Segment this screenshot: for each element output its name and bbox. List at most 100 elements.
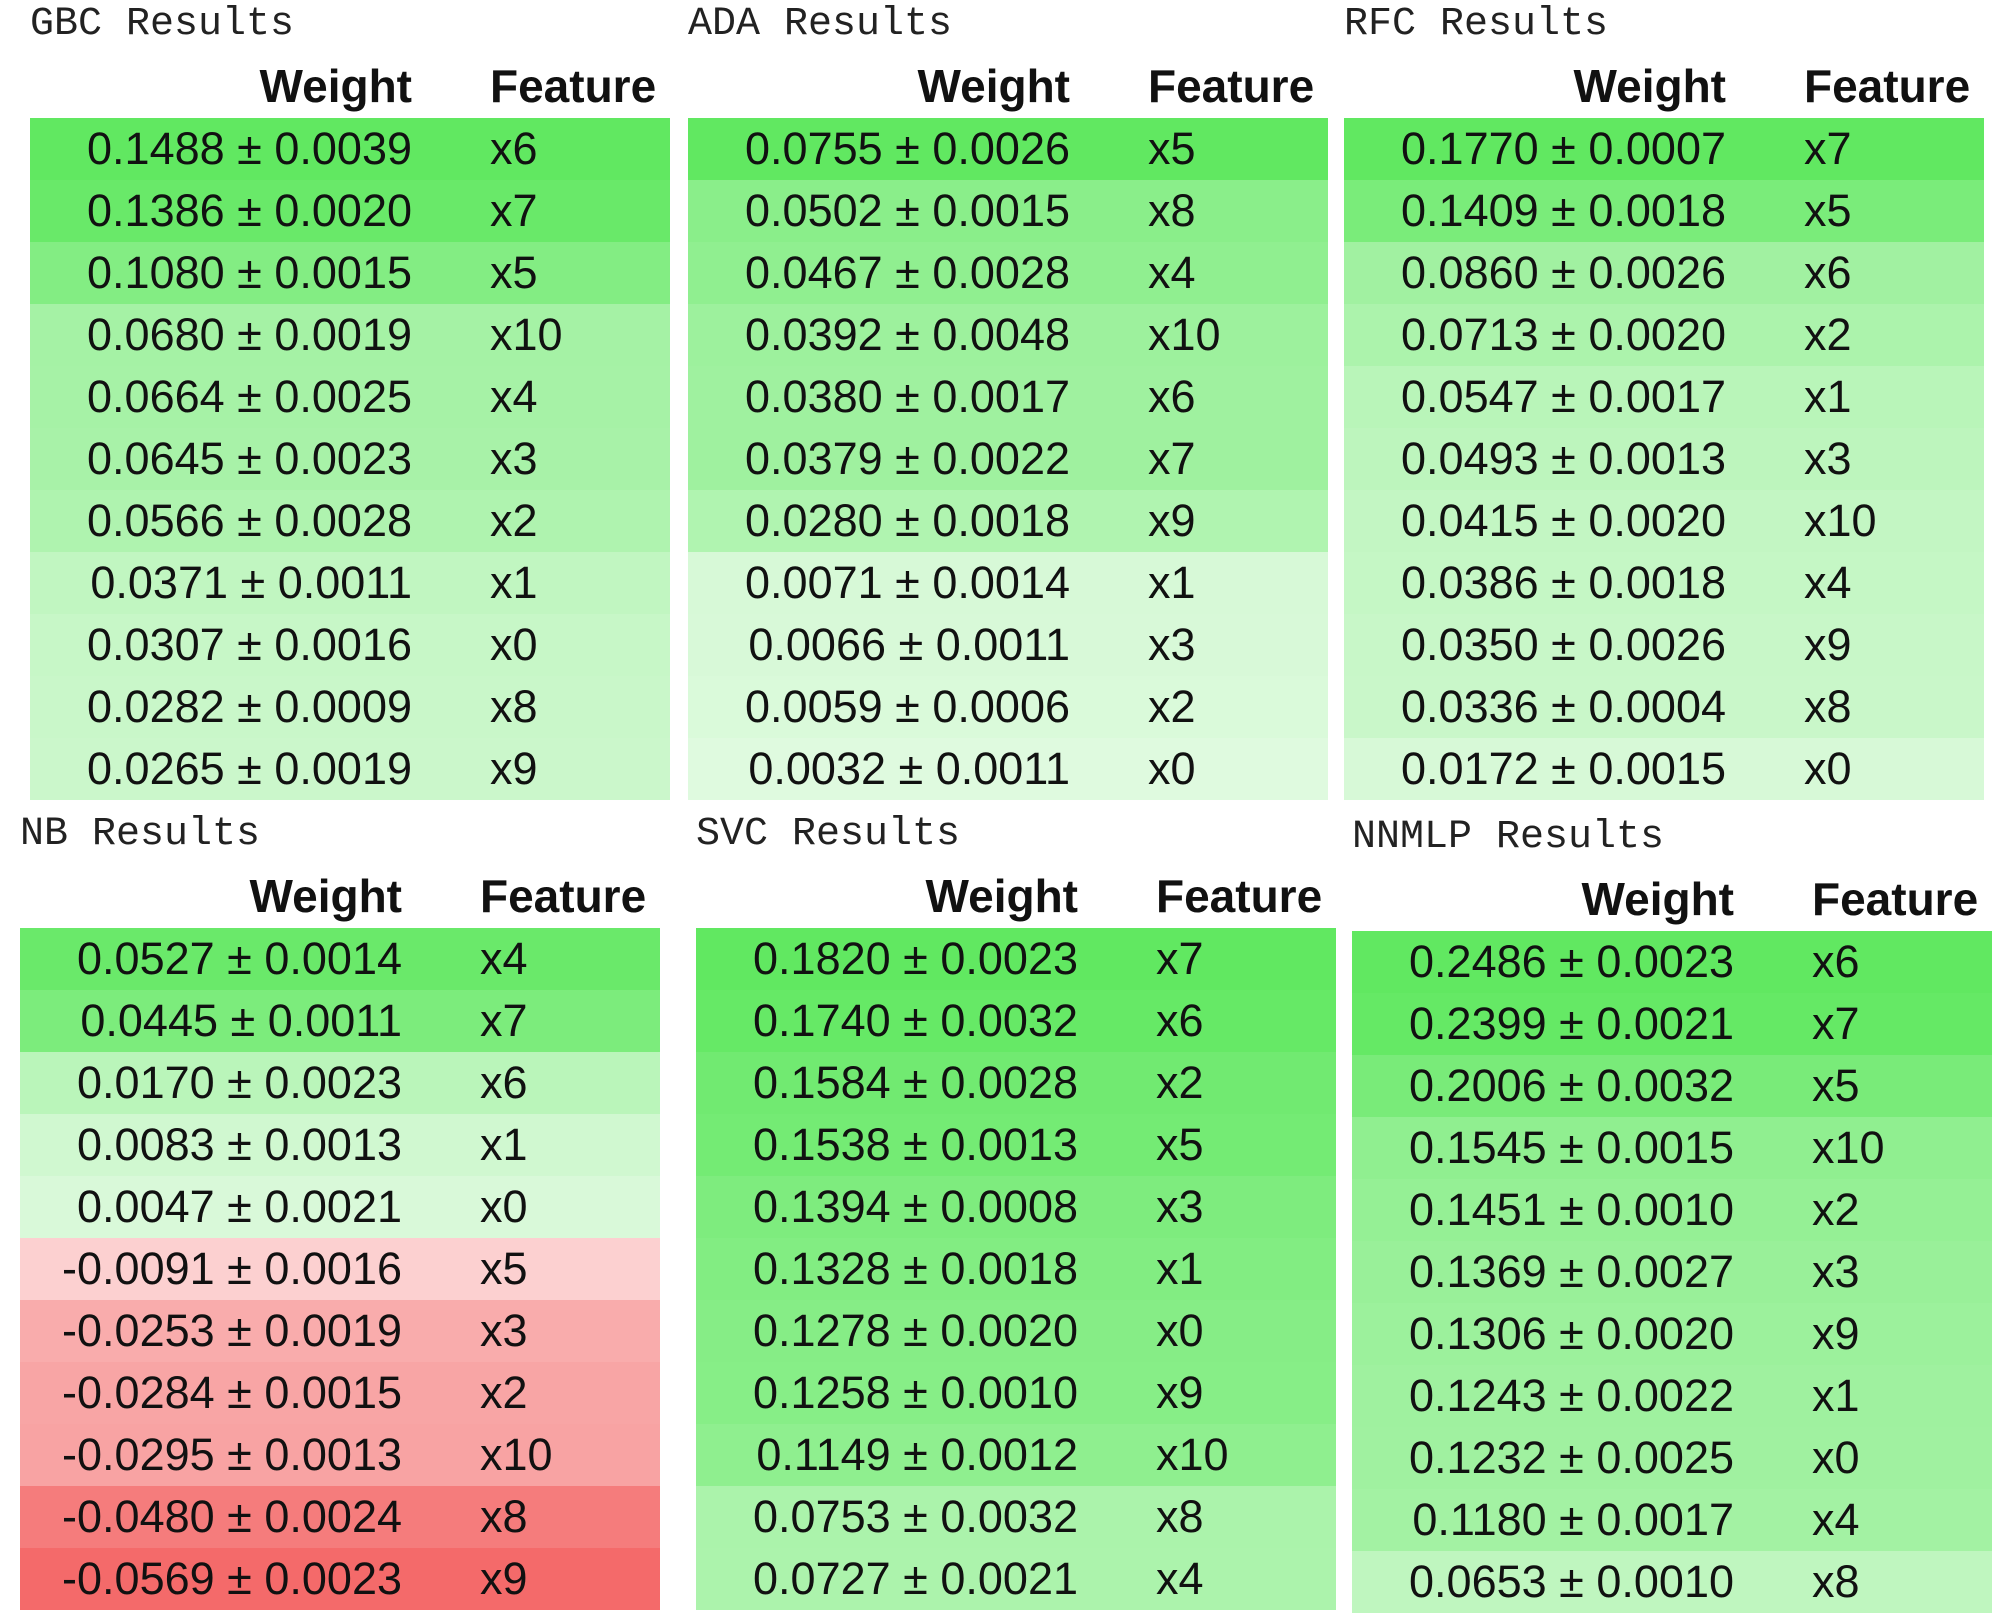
- weight-cell: 0.1306 ± 0.0020: [1409, 1308, 1734, 1359]
- table-row: 0.0755 ± 0.0026 x5: [688, 118, 1328, 180]
- table-row: 0.1149 ± 0.0012 x10: [696, 1424, 1336, 1486]
- table-row: -0.0295 ± 0.0013 x10: [20, 1424, 660, 1486]
- feature-cell: x8: [1148, 185, 1196, 236]
- table-row: 0.0415 ± 0.0020 x10: [1344, 490, 1984, 552]
- table-row: 0.0336 ± 0.0004 x8: [1344, 676, 1984, 738]
- feature-cell: x4: [1156, 1553, 1204, 1604]
- feature-cell: x1: [490, 557, 538, 608]
- weights-table: Weight Feature 0.0755 ± 0.0026 x5 0.0502 ± 0…: [688, 54, 1328, 800]
- feature-cell: x7: [1812, 998, 1860, 1049]
- feature-cell: x7: [490, 185, 538, 236]
- weight-cell: 0.0415 ± 0.0020: [1401, 495, 1726, 546]
- table-row: 0.0653 ± 0.0010 x8: [1352, 1551, 1992, 1613]
- feature-cell: x8: [490, 681, 538, 732]
- feature-cell: x2: [1812, 1184, 1860, 1235]
- panel-title: NNMLP Results: [1352, 815, 1665, 860]
- weights-table: Weight Feature 0.1770 ± 0.0007 x7 0.1409 ± 0…: [1344, 54, 1984, 800]
- feature-cell: x5: [1156, 1119, 1204, 1170]
- table-row: 0.0280 ± 0.0018 x9: [688, 490, 1328, 552]
- table-row: 0.0386 ± 0.0018 x4: [1344, 552, 1984, 614]
- weights-table: Weight Feature 0.1820 ± 0.0023 x7 0.1740 ± 0…: [696, 864, 1336, 1610]
- panel-title: ADA Results: [688, 2, 953, 47]
- weight-cell: 0.0170 ± 0.0023: [77, 1057, 402, 1108]
- feature-column-header: Feature: [1156, 870, 1323, 922]
- weight-cell: 0.0645 ± 0.0023: [87, 433, 412, 484]
- table-row: -0.0569 ± 0.0023 x9: [20, 1548, 660, 1610]
- weight-cell: 0.1488 ± 0.0039: [87, 123, 412, 174]
- feature-cell: x5: [490, 247, 538, 298]
- weight-cell: 0.1820 ± 0.0023: [753, 933, 1078, 984]
- feature-cell: x10: [490, 309, 563, 360]
- feature-cell: x10: [1148, 309, 1221, 360]
- feature-cell: x0: [1812, 1432, 1860, 1483]
- weight-cell: 0.1394 ± 0.0008: [753, 1181, 1078, 1232]
- weight-cell: 0.1278 ± 0.0020: [753, 1305, 1078, 1356]
- feature-cell: x7: [1148, 433, 1196, 484]
- table-row: 0.0083 ± 0.0013 x1: [20, 1114, 660, 1176]
- feature-cell: x9: [1148, 495, 1196, 546]
- weights-table: Weight Feature 0.2486 ± 0.0023 x6 0.2399 ± 0…: [1352, 867, 1992, 1613]
- feature-cell: x1: [1148, 557, 1196, 608]
- table-header: Weight Feature: [1344, 54, 1984, 118]
- feature-cell: x4: [490, 371, 538, 422]
- feature-cell: x3: [480, 1305, 528, 1356]
- feature-cell: x3: [1812, 1246, 1860, 1297]
- table-row: 0.1278 ± 0.0020 x0: [696, 1300, 1336, 1362]
- weight-cell: 0.0753 ± 0.0032: [753, 1491, 1078, 1542]
- table-row: 0.1306 ± 0.0020 x9: [1352, 1303, 1992, 1365]
- weight-cell: 0.1538 ± 0.0013: [753, 1119, 1078, 1170]
- feature-cell: x9: [1804, 619, 1852, 670]
- feature-cell: x4: [1804, 557, 1852, 608]
- feature-cell: x10: [1156, 1429, 1229, 1480]
- weight-cell: 0.0467 ± 0.0028: [745, 247, 1070, 298]
- table-row: 0.0265 ± 0.0019 x9: [30, 738, 670, 800]
- table-row: 0.1369 ± 0.0027 x3: [1352, 1241, 1992, 1303]
- feature-cell: x5: [480, 1243, 528, 1294]
- weight-cell: -0.0569 ± 0.0023: [62, 1553, 402, 1604]
- table-row: 0.1545 ± 0.0015 x10: [1352, 1117, 1992, 1179]
- feature-column-header: Feature: [1804, 60, 1971, 112]
- weight-cell: 0.0083 ± 0.0013: [77, 1119, 402, 1170]
- table-row: 0.1409 ± 0.0018 x5: [1344, 180, 1984, 242]
- table-row: -0.0091 ± 0.0016 x5: [20, 1238, 660, 1300]
- weight-cell: 0.0032 ± 0.0011: [748, 743, 1070, 794]
- weight-cell: 0.2399 ± 0.0021: [1409, 998, 1734, 1049]
- feature-column-header: Feature: [490, 60, 657, 112]
- table-row: 0.0307 ± 0.0016 x0: [30, 614, 670, 676]
- table-row: -0.0284 ± 0.0015 x2: [20, 1362, 660, 1424]
- table-row: 0.0467 ± 0.0028 x4: [688, 242, 1328, 304]
- table-row: 0.2006 ± 0.0032 x5: [1352, 1055, 1992, 1117]
- feature-cell: x1: [1804, 371, 1852, 422]
- feature-cell: x3: [1804, 433, 1852, 484]
- table-header: Weight Feature: [20, 864, 660, 928]
- weight-cell: 0.0386 ± 0.0018: [1401, 557, 1726, 608]
- weight-cell: 0.1258 ± 0.0010: [753, 1367, 1078, 1418]
- feature-cell: x10: [1812, 1122, 1885, 1173]
- weight-column-header: Weight: [925, 870, 1078, 922]
- table-row: 0.1328 ± 0.0018 x1: [696, 1238, 1336, 1300]
- table-row: 0.0502 ± 0.0015 x8: [688, 180, 1328, 242]
- weight-cell: 0.1232 ± 0.0025: [1409, 1432, 1734, 1483]
- feature-cell: x9: [490, 743, 538, 794]
- table-row: 0.1740 ± 0.0032 x6: [696, 990, 1336, 1052]
- feature-cell: x1: [480, 1119, 528, 1170]
- weight-cell: -0.0284 ± 0.0015: [62, 1367, 402, 1418]
- weight-cell: 0.2486 ± 0.0023: [1409, 936, 1734, 987]
- weight-cell: -0.0480 ± 0.0024: [62, 1491, 402, 1542]
- feature-cell: x9: [480, 1553, 528, 1604]
- feature-cell: x5: [1812, 1060, 1860, 1111]
- weight-cell: 0.1180 ± 0.0017: [1412, 1494, 1734, 1545]
- feature-cell: x9: [1812, 1308, 1860, 1359]
- weight-cell: 0.0071 ± 0.0014: [745, 557, 1070, 608]
- table-row: 0.0059 ± 0.0006 x2: [688, 676, 1328, 738]
- feature-cell: x2: [1804, 309, 1852, 360]
- table-row: 0.1584 ± 0.0028 x2: [696, 1052, 1336, 1114]
- feature-cell: x7: [480, 995, 528, 1046]
- weight-cell: 0.0392 ± 0.0048: [745, 309, 1070, 360]
- weight-cell: 0.0379 ± 0.0022: [745, 433, 1070, 484]
- weight-cell: 0.1243 ± 0.0022: [1409, 1370, 1734, 1421]
- table-row: 0.0392 ± 0.0048 x10: [688, 304, 1328, 366]
- weight-cell: 0.1369 ± 0.0027: [1409, 1246, 1734, 1297]
- panel-title: SVC Results: [696, 812, 961, 857]
